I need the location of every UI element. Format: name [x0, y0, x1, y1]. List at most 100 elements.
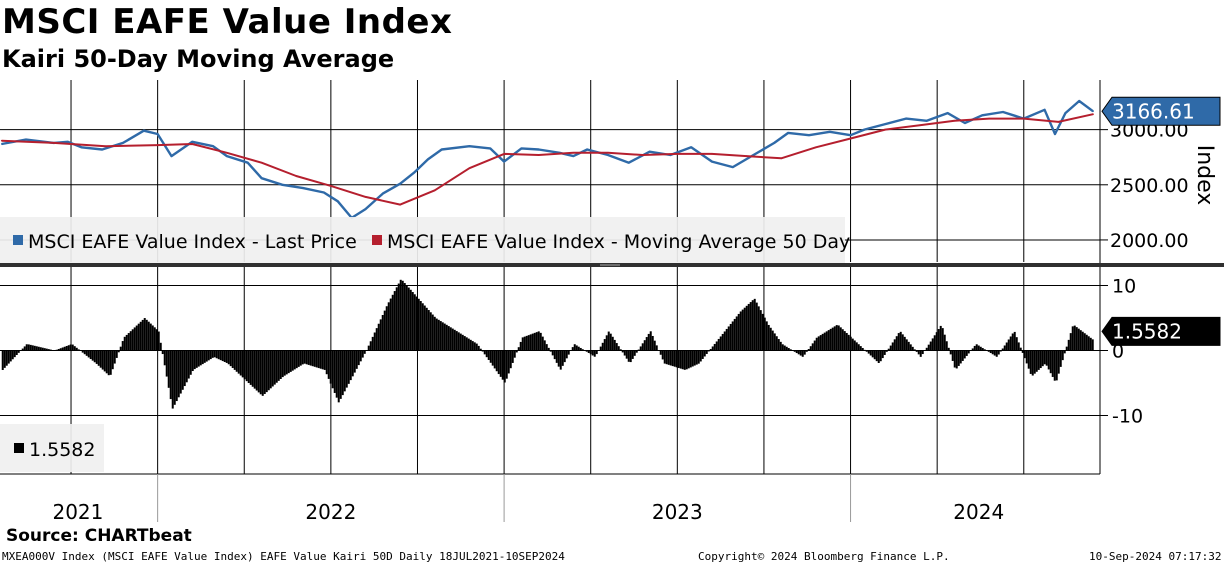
kairi-bar	[429, 312, 432, 351]
last-price-line-point	[731, 166, 734, 168]
kairi-bar	[251, 350, 254, 387]
kairi-bar	[737, 313, 740, 351]
moving-average-line	[1, 113, 1094, 206]
kairi-bar	[257, 350, 260, 393]
kairi-bar	[1055, 350, 1058, 381]
kairi-bar	[785, 346, 788, 351]
kairi-bar	[111, 350, 114, 370]
kairi-bar	[141, 319, 144, 351]
kairi-bar	[305, 350, 308, 365]
kairi-bar	[671, 350, 674, 367]
kairi-bar	[49, 349, 52, 351]
kairi-bar	[793, 350, 796, 352]
kairi-bar	[699, 350, 702, 362]
kairi-bar	[133, 327, 136, 351]
last-price-line-point	[1002, 111, 1004, 113]
kairi-bar	[347, 350, 350, 384]
kairi-bar	[103, 350, 106, 372]
kairi-bar	[333, 350, 336, 393]
kairi-bar	[165, 350, 168, 377]
kairi-bar	[269, 350, 272, 389]
kairi-bar	[455, 331, 458, 351]
kairi-bar	[803, 350, 806, 355]
kairi-bar	[913, 349, 916, 351]
kairi-bar	[797, 350, 800, 355]
kairi-bar	[943, 334, 946, 351]
kairi-bar	[225, 350, 228, 363]
kairi-bar	[1007, 339, 1010, 351]
kairi-bar	[365, 350, 368, 351]
kairi-bar	[409, 289, 412, 351]
kairi-bar	[685, 350, 688, 370]
kairi-bar	[109, 350, 112, 375]
kairi-bar	[917, 350, 920, 355]
kairi-bar	[31, 345, 34, 351]
kairi-bar	[1087, 336, 1090, 351]
kairi-bar	[213, 350, 216, 358]
kairi-bar	[719, 336, 722, 351]
kairi-bar	[751, 300, 754, 351]
kairi-bar	[763, 317, 766, 351]
kairi-bar	[919, 350, 922, 357]
kairi-bar	[767, 324, 770, 351]
kairi-bar	[1003, 345, 1006, 351]
kairi-bar	[749, 302, 752, 351]
kairi-bar	[173, 350, 176, 405]
kairi-bar	[369, 341, 372, 351]
kairi-bar	[403, 283, 406, 351]
moving-average-line-point	[953, 120, 956, 122]
kairi-bar	[677, 350, 680, 368]
kairi-bar	[193, 350, 196, 370]
kairi-bar	[853, 340, 856, 351]
kairi-bar	[789, 349, 792, 351]
kairi-bar	[987, 350, 990, 352]
kairi-bar	[195, 350, 198, 368]
kairi-bar	[287, 350, 290, 374]
kairi-bar	[293, 350, 296, 370]
kairi-bar	[953, 350, 956, 368]
kairi-bar	[727, 326, 730, 351]
kairi-bar	[1061, 350, 1064, 361]
kairi-bar	[959, 350, 962, 364]
kairi-bar	[681, 350, 684, 370]
kairi-bar	[1051, 350, 1054, 377]
kairi-bar	[235, 350, 238, 372]
footer-description: MXEA000V Index (MSCI EAFE Value Index) E…	[2, 550, 565, 563]
kairi-bar	[905, 339, 908, 351]
kairi-bar	[997, 350, 1000, 355]
kairi-bar	[1045, 350, 1048, 366]
kairi-bar	[265, 350, 268, 393]
last-price-line-point	[1043, 108, 1046, 111]
legend-moving-average: MSCI EAFE Value Index - Moving Average 5…	[387, 231, 850, 253]
kairi-bar	[227, 350, 230, 365]
chart-subtitle: Kairi 50-Day Moving Average	[2, 45, 395, 73]
source-text: Source: CHARTbeat	[6, 526, 192, 546]
kairi-bar	[823, 332, 826, 351]
moving-average-line-point	[226, 152, 228, 154]
kairi-bar	[619, 349, 622, 351]
kairi-bar	[413, 294, 416, 351]
kairi-bar	[393, 291, 396, 351]
kairi-bar	[1075, 327, 1078, 351]
kairi-bar	[599, 346, 602, 351]
kairi-bar	[915, 350, 918, 352]
kairi-bar	[13, 350, 16, 358]
last-price-line-point	[808, 134, 810, 136]
kairi-bar	[869, 350, 872, 356]
kairi-bar	[805, 350, 808, 352]
last-price-line-point	[981, 114, 984, 117]
footer-timestamp: 10-Sep-2024 07:17:32	[1089, 550, 1222, 563]
kairi-bar	[779, 341, 782, 351]
kairi-bar	[791, 350, 794, 351]
kairi-bar	[263, 350, 266, 394]
price-y-tick-label: 2500.00	[1110, 175, 1189, 197]
kairi-bar	[1071, 326, 1074, 351]
kairi-bar	[665, 350, 668, 365]
chart-title: MSCI EAFE Value Index	[2, 2, 453, 42]
kairi-bar	[723, 331, 726, 351]
kairi-bar	[177, 350, 180, 398]
kairi-bar	[615, 343, 618, 351]
kairi-bar	[1011, 333, 1014, 351]
moving-average-line-point	[191, 143, 194, 145]
kairi-bar	[385, 306, 388, 351]
